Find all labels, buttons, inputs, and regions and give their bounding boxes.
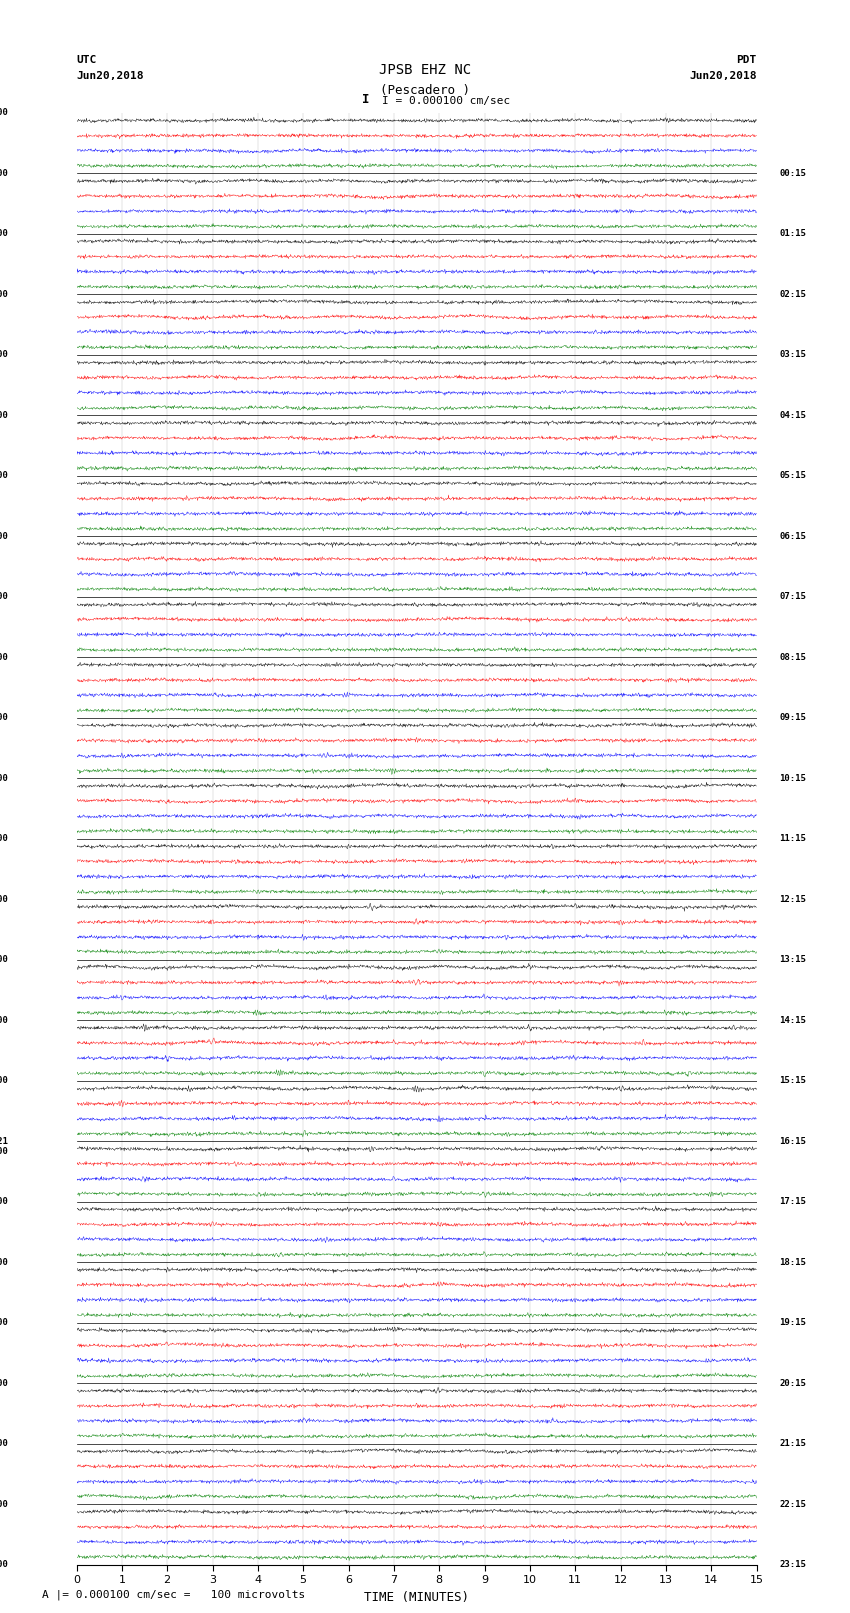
- Text: 20:00: 20:00: [0, 895, 8, 903]
- Text: 16:00: 16:00: [0, 653, 8, 661]
- Text: 11:15: 11:15: [779, 834, 806, 844]
- Text: 04:15: 04:15: [779, 411, 806, 419]
- Text: 19:15: 19:15: [779, 1318, 806, 1327]
- Text: 00:15: 00:15: [779, 169, 806, 177]
- Text: Jun20,2018: Jun20,2018: [689, 71, 756, 81]
- Text: A |= 0.000100 cm/sec =   100 microvolts: A |= 0.000100 cm/sec = 100 microvolts: [42, 1589, 306, 1600]
- Text: 02:15: 02:15: [779, 290, 806, 298]
- X-axis label: TIME (MINUTES): TIME (MINUTES): [364, 1590, 469, 1603]
- Text: 14:15: 14:15: [779, 1016, 806, 1024]
- Text: 04:00: 04:00: [0, 1439, 8, 1448]
- Text: 21:15: 21:15: [779, 1439, 806, 1448]
- Text: 03:00: 03:00: [0, 1379, 8, 1387]
- Text: 05:00: 05:00: [0, 1500, 8, 1508]
- Text: 22:00: 22:00: [0, 1016, 8, 1024]
- Text: 19:00: 19:00: [0, 834, 8, 844]
- Text: 15:00: 15:00: [0, 592, 8, 602]
- Text: 07:00: 07:00: [0, 108, 8, 118]
- Text: 13:00: 13:00: [0, 471, 8, 481]
- Text: 06:00: 06:00: [0, 1560, 8, 1569]
- Text: JPSB EHZ NC: JPSB EHZ NC: [379, 63, 471, 77]
- Text: 12:15: 12:15: [779, 895, 806, 903]
- Text: PDT: PDT: [736, 55, 756, 65]
- Text: I: I: [362, 94, 369, 106]
- Text: 12:00: 12:00: [0, 411, 8, 419]
- Text: 09:15: 09:15: [779, 713, 806, 723]
- Text: 11:00: 11:00: [0, 350, 8, 360]
- Text: 13:15: 13:15: [779, 955, 806, 965]
- Text: 10:00: 10:00: [0, 290, 8, 298]
- Text: UTC: UTC: [76, 55, 97, 65]
- Text: 21:00: 21:00: [0, 955, 8, 965]
- Text: 02:00: 02:00: [0, 1318, 8, 1327]
- Text: 07:15: 07:15: [779, 592, 806, 602]
- Text: 08:00: 08:00: [0, 169, 8, 177]
- Text: 18:15: 18:15: [779, 1258, 806, 1266]
- Text: 10:15: 10:15: [779, 774, 806, 782]
- Text: 20:15: 20:15: [779, 1379, 806, 1387]
- Text: 03:15: 03:15: [779, 350, 806, 360]
- Text: 05:15: 05:15: [779, 471, 806, 481]
- Text: 08:15: 08:15: [779, 653, 806, 661]
- Text: (Pescadero ): (Pescadero ): [380, 84, 470, 97]
- Text: 23:00: 23:00: [0, 1076, 8, 1086]
- Text: 06:15: 06:15: [779, 532, 806, 540]
- Text: 22:15: 22:15: [779, 1500, 806, 1508]
- Text: I = 0.000100 cm/sec: I = 0.000100 cm/sec: [382, 97, 511, 106]
- Text: Jun21: Jun21: [0, 1137, 8, 1145]
- Text: 09:00: 09:00: [0, 229, 8, 239]
- Text: 23:15: 23:15: [779, 1560, 806, 1569]
- Text: 17:00: 17:00: [0, 713, 8, 723]
- Text: 00:00: 00:00: [0, 1197, 8, 1207]
- Text: 01:15: 01:15: [779, 229, 806, 239]
- Text: 16:15: 16:15: [779, 1137, 806, 1145]
- Text: 17:15: 17:15: [779, 1197, 806, 1207]
- Text: 01:00: 01:00: [0, 1258, 8, 1266]
- Text: 15:15: 15:15: [779, 1076, 806, 1086]
- Text: Jun20,2018: Jun20,2018: [76, 71, 144, 81]
- Text: 14:00: 14:00: [0, 532, 8, 540]
- Text: 18:00: 18:00: [0, 774, 8, 782]
- Text: 00:00: 00:00: [0, 1147, 8, 1157]
